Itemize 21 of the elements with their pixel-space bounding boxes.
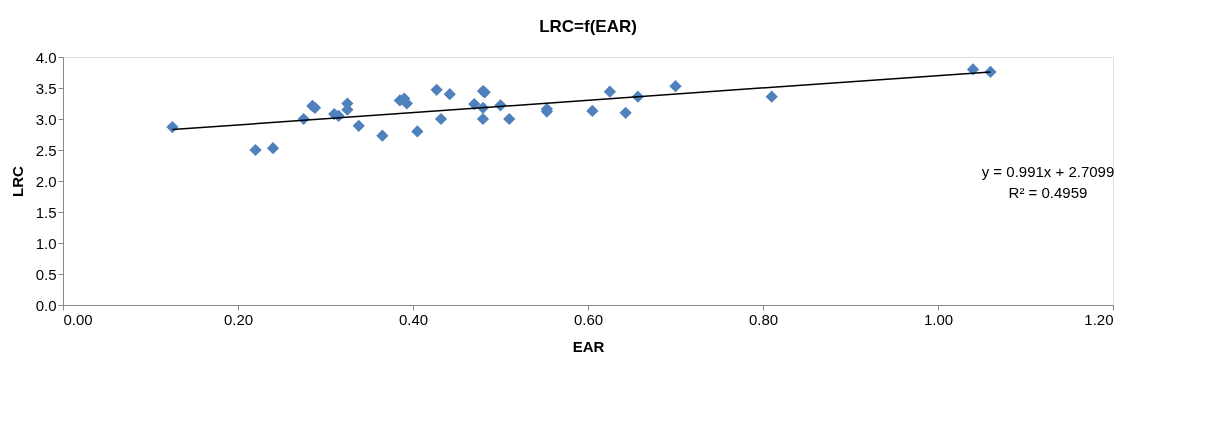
chart-title: LRC=f(EAR) xyxy=(539,17,637,36)
y-tick-label: 2.0 xyxy=(35,172,57,190)
y-tick-label: 0.0 xyxy=(35,296,57,314)
x-tick-label: 1.20 xyxy=(1084,310,1114,328)
y-tick-label: 1.5 xyxy=(35,203,57,221)
y-tick-label: 0.5 xyxy=(35,265,57,283)
y-tick-label: 4.0 xyxy=(35,48,57,66)
x-tick-label: 1.00 xyxy=(923,310,954,328)
y-axis-title: LRC xyxy=(8,165,26,197)
y-tick-label: 3.0 xyxy=(35,110,57,128)
x-tick-label: 0.40 xyxy=(398,310,429,328)
annotation: R² = 0.4959 xyxy=(1008,184,1088,202)
y-tick-label: 3.5 xyxy=(35,79,57,97)
x-axis-title: EAR xyxy=(572,337,605,355)
y-tick-label: 1.0 xyxy=(35,234,57,252)
y-tick-label: 2.5 xyxy=(35,141,57,159)
annotation: y = 0.991x + 2.7099 xyxy=(981,163,1115,181)
x-tick-label: 0.20 xyxy=(223,310,254,328)
x-tick-label: 0.80 xyxy=(748,310,779,328)
x-tick-label: 0.00 xyxy=(63,310,93,328)
x-tick-label: 0.60 xyxy=(573,310,604,328)
